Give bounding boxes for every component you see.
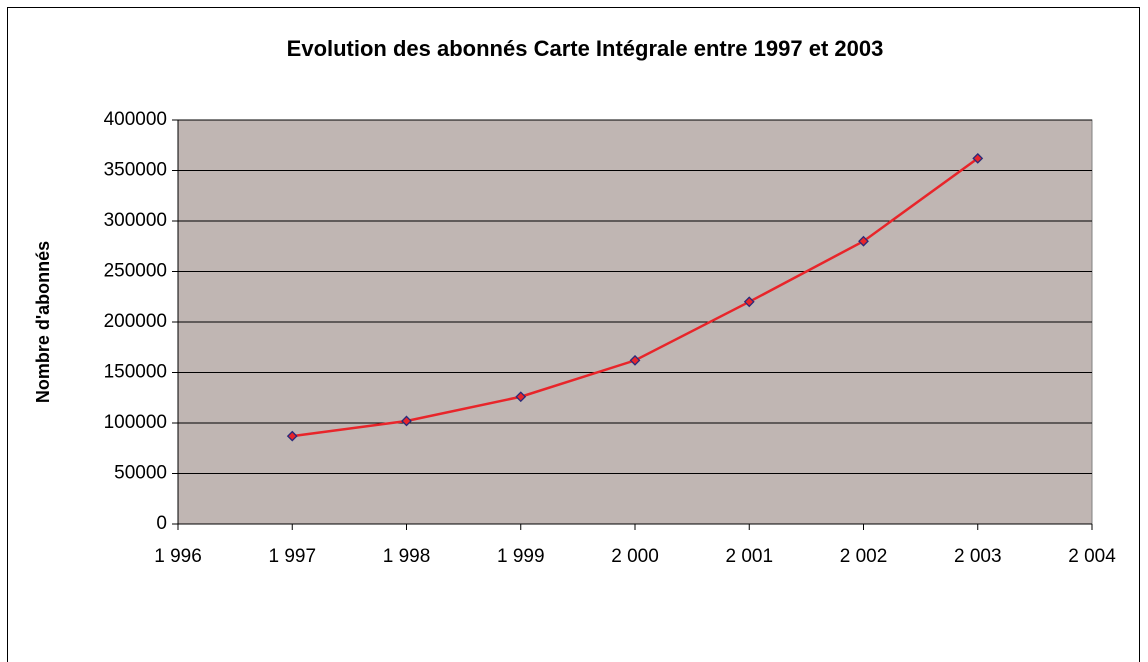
data-point bbox=[858, 235, 869, 247]
y-tick-label: 100000 bbox=[104, 412, 167, 433]
x-tick-label: 2 003 bbox=[954, 546, 1002, 567]
data-point bbox=[515, 391, 527, 403]
x-tick-label: 1 999 bbox=[497, 546, 545, 567]
y-tick-label: 50000 bbox=[114, 463, 167, 484]
x-tick-label: 2 004 bbox=[1068, 546, 1116, 567]
data-point bbox=[401, 415, 412, 427]
data-point bbox=[743, 296, 755, 308]
y-tick-label: 350000 bbox=[104, 160, 167, 181]
x-tick-label: 2 002 bbox=[840, 546, 888, 567]
x-tick-label: 1 997 bbox=[268, 546, 316, 567]
y-tick-label: 250000 bbox=[104, 261, 167, 282]
y-tick-label: 200000 bbox=[104, 311, 167, 332]
data-point bbox=[286, 430, 298, 442]
y-tick-label: 400000 bbox=[104, 109, 167, 130]
y-tick-label: 300000 bbox=[104, 210, 167, 231]
y-tick-label: 0 bbox=[156, 513, 167, 534]
x-tick-label: 2 001 bbox=[725, 546, 773, 567]
y-axis-label: Nombre d'abonnés bbox=[33, 241, 53, 403]
y-tick-label: 150000 bbox=[104, 362, 167, 383]
chart-title: Evolution des abonnés Carte Intégrale en… bbox=[287, 36, 884, 61]
x-tick-label: 2 000 bbox=[611, 546, 659, 567]
data-point bbox=[972, 152, 984, 164]
x-tick-label: 1 998 bbox=[383, 546, 431, 567]
data-point bbox=[629, 354, 641, 366]
x-tick-label: 1 996 bbox=[154, 546, 202, 567]
